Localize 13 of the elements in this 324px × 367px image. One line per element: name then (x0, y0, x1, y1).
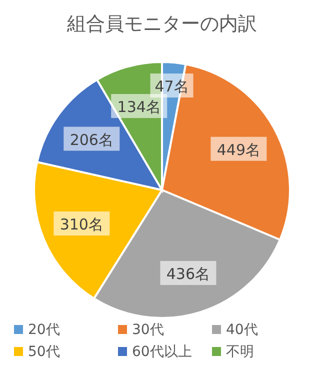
legend-label: 30代 (132, 322, 164, 338)
data-label: 436名 (166, 265, 210, 283)
legend-label: 50代 (28, 344, 60, 360)
chart-title: 組合員モニターの内訳 (66, 13, 257, 35)
data-label: 134名 (117, 98, 161, 116)
legend-label: 40代 (226, 322, 258, 338)
data-label: 206名 (70, 130, 114, 149)
data-label: 47名 (154, 77, 189, 96)
legend-label: 60代以上 (132, 344, 192, 360)
data-label: 449名 (216, 140, 261, 159)
data-label: 310名 (60, 216, 104, 234)
legend-label: 不明 (226, 344, 254, 360)
legend-label: 20代 (28, 322, 60, 338)
